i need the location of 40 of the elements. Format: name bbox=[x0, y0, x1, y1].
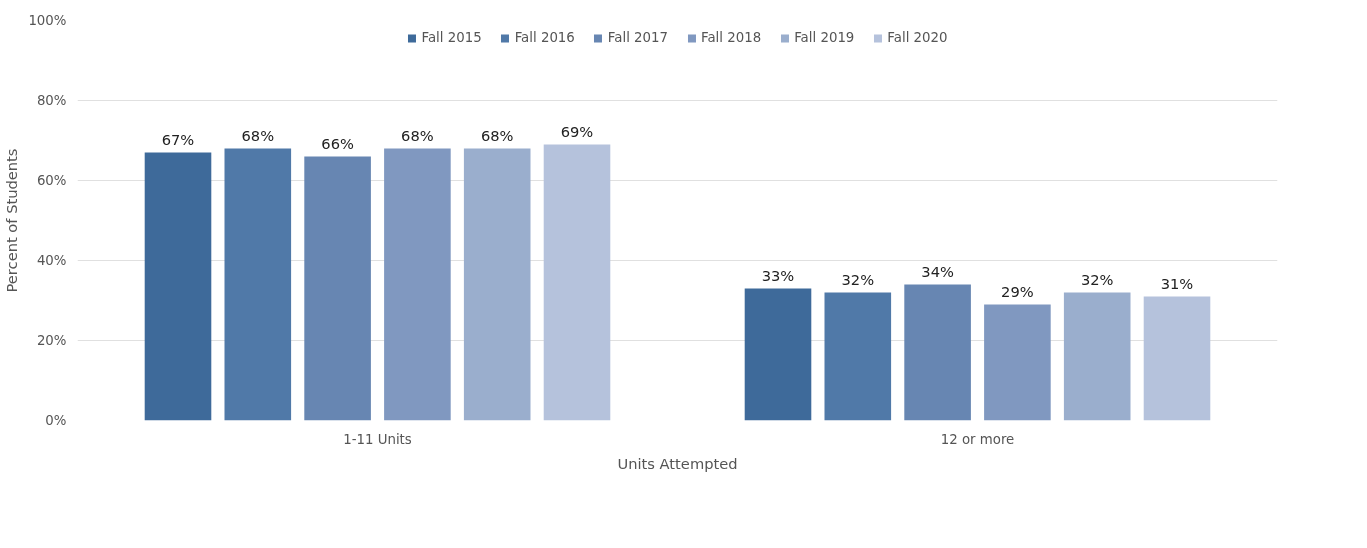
bar bbox=[384, 148, 451, 421]
legend-label: Fall 2018 bbox=[701, 30, 762, 45]
data-label: 32% bbox=[841, 270, 875, 288]
data-label: 31% bbox=[1160, 274, 1194, 292]
data-label: 68% bbox=[401, 126, 434, 144]
bar bbox=[144, 152, 212, 421]
bar bbox=[1143, 296, 1211, 421]
legend-label: Fall 2016 bbox=[514, 30, 575, 45]
bar bbox=[463, 148, 531, 421]
data-label: 69% bbox=[560, 122, 594, 140]
bar bbox=[304, 156, 371, 421]
y-tick-label: 60% bbox=[36, 173, 67, 188]
bar bbox=[984, 304, 1051, 421]
x-tick-label: 12 or more bbox=[940, 431, 1015, 447]
bar bbox=[824, 292, 892, 421]
bar bbox=[224, 148, 292, 421]
y-tick-label: 100% bbox=[28, 13, 67, 28]
x-axis-title: Units Attempted bbox=[617, 454, 738, 472]
data-label: 68% bbox=[480, 126, 514, 144]
y-tick-label: 0% bbox=[45, 413, 67, 428]
bar bbox=[744, 288, 812, 421]
legend-label: Fall 2015 bbox=[421, 30, 482, 45]
y-tick-label: 40% bbox=[36, 253, 67, 268]
y-axis-title: Percent of Students bbox=[3, 148, 21, 293]
data-label: 33% bbox=[761, 266, 795, 284]
data-label: 29% bbox=[1001, 282, 1034, 300]
legend-label: Fall 2017 bbox=[607, 30, 668, 45]
data-label: 34% bbox=[921, 262, 954, 280]
bar bbox=[543, 144, 611, 421]
y-tick-label: 80% bbox=[36, 93, 67, 108]
legend-label: Fall 2019 bbox=[794, 30, 855, 45]
y-tick-label: 20% bbox=[36, 333, 67, 348]
legend-label: Fall 2020 bbox=[887, 30, 948, 45]
data-label: 32% bbox=[1080, 270, 1114, 288]
bar bbox=[904, 284, 971, 421]
data-label: 66% bbox=[321, 134, 354, 152]
bar bbox=[1063, 292, 1131, 421]
data-label: 67% bbox=[161, 130, 195, 148]
data-label: 68% bbox=[241, 126, 275, 144]
x-tick-label: 1-11 Units bbox=[343, 431, 412, 447]
